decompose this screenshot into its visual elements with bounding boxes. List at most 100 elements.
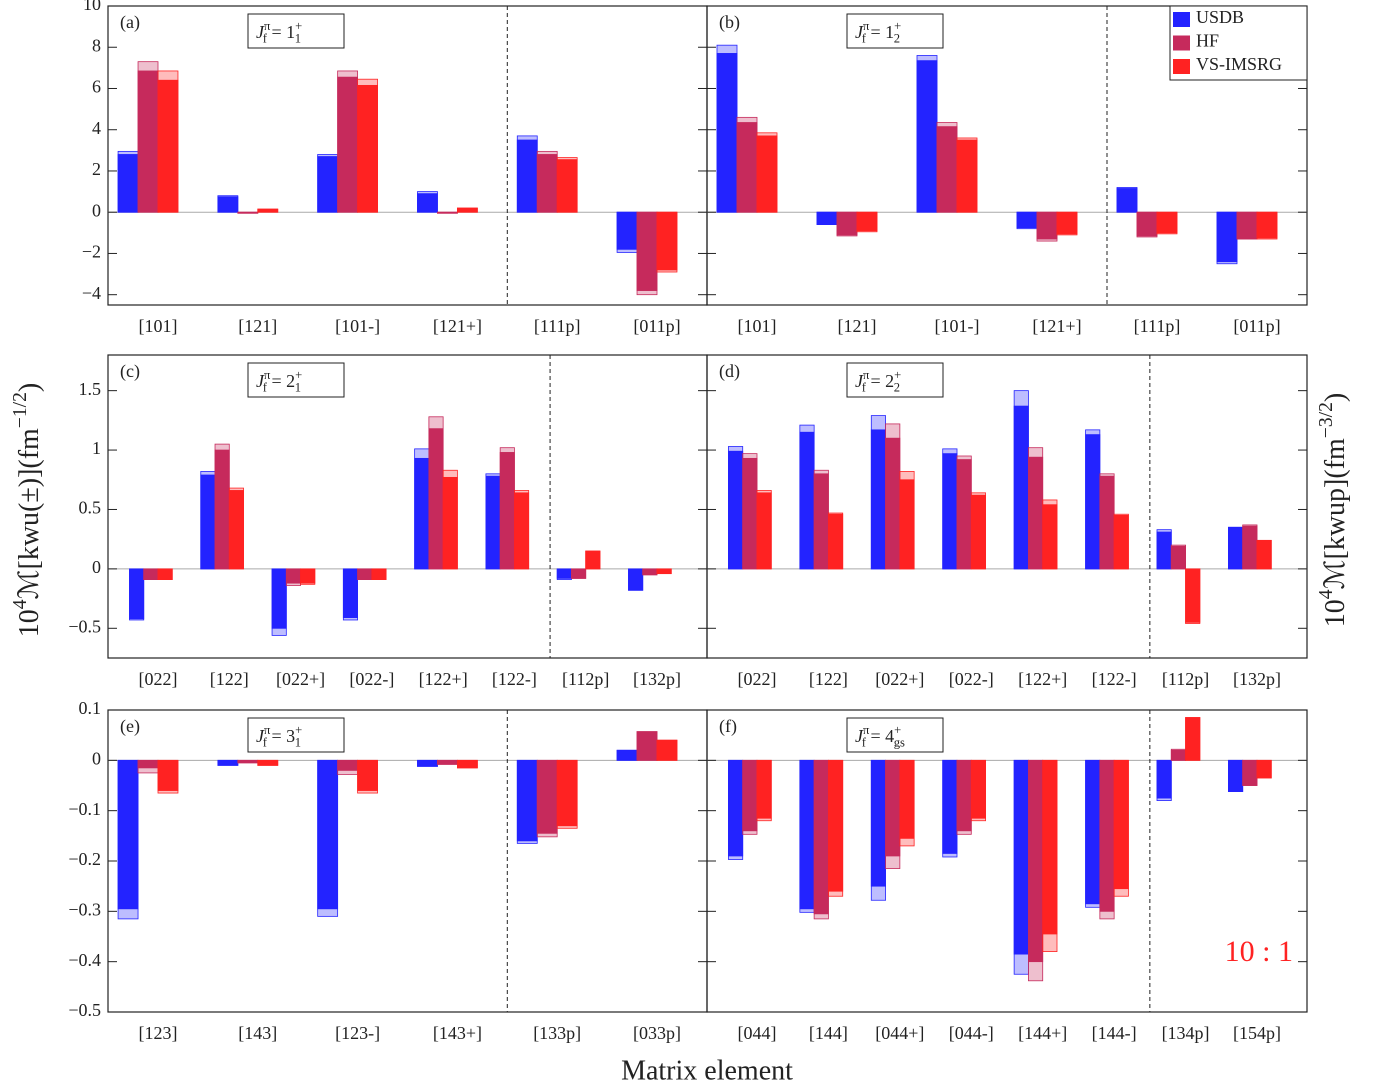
bar [417, 759, 438, 767]
x-tick-label: [122] [809, 669, 848, 689]
bar [956, 139, 978, 213]
bar [1016, 211, 1038, 229]
x-tick-label: [121+] [1032, 316, 1081, 336]
bar [1228, 759, 1244, 792]
x-tick-label: [022-] [349, 669, 394, 689]
panel-frame [107, 5, 708, 306]
label-part: 10 [1320, 599, 1351, 627]
label-part: f [862, 31, 867, 45]
label-part: J [256, 726, 265, 746]
panel-label: (b) [719, 12, 740, 33]
label-part: J [855, 371, 864, 391]
bar [1256, 211, 1278, 239]
y-tick-label: 6 [92, 77, 101, 97]
x-tick-label: [134p] [1162, 1023, 1210, 1043]
bar [442, 476, 458, 570]
bar [799, 759, 815, 910]
bar [956, 759, 972, 832]
label-part: f [263, 31, 268, 45]
x-tick-label: [122+] [419, 669, 468, 689]
x-tick-label: [144] [809, 1023, 848, 1043]
state-label: Jπ f = 1+ 1 [256, 19, 302, 46]
bar [556, 159, 578, 213]
x-tick-label: [044-] [949, 1023, 994, 1043]
bar [728, 450, 744, 570]
x-tick-label: [101] [139, 316, 178, 336]
bar [1136, 211, 1158, 237]
bar [756, 759, 772, 819]
label-part: 1 [295, 380, 301, 394]
bar [742, 457, 758, 570]
x-tick-label: [101-] [335, 316, 380, 336]
bar [628, 568, 644, 591]
label-part: + [894, 368, 901, 382]
bar [1170, 545, 1186, 570]
x-tick-label: [022] [738, 669, 777, 689]
label-part: gs [894, 735, 905, 749]
label-part: 1 [295, 31, 301, 45]
bar [856, 211, 878, 232]
x-tick-label: [144+] [1018, 1023, 1067, 1043]
bar [1185, 717, 1201, 761]
bar [728, 759, 744, 857]
bar [636, 731, 658, 761]
legend-swatch [1173, 59, 1190, 74]
bar [357, 84, 378, 213]
label-part: 2 [894, 380, 900, 394]
x-tick-label: [154p] [1233, 1023, 1281, 1043]
y-tick-label: 1.5 [79, 379, 102, 399]
bar [337, 76, 359, 213]
bar [499, 452, 515, 570]
label-part: J [855, 22, 864, 42]
x-tick-label: [144-] [1092, 1023, 1137, 1043]
panel-label: (a) [120, 12, 140, 33]
bar [970, 494, 986, 570]
x-tick-label: [122] [210, 669, 249, 689]
bar [317, 156, 339, 213]
bar [514, 492, 530, 570]
bar [1170, 749, 1186, 761]
label-part: 2 [894, 31, 900, 45]
legend-label: HF [1196, 31, 1219, 51]
label-part: π [863, 19, 870, 33]
bar [1028, 759, 1044, 963]
bar [1013, 759, 1029, 955]
bar [117, 154, 139, 213]
bar [916, 60, 938, 213]
x-tick-label: [121] [838, 316, 877, 336]
label-part: ) [1320, 393, 1351, 402]
bar [870, 429, 886, 570]
bar [836, 211, 858, 236]
y-axis-label: 104ℳ[kwu(±)](fm−1/2) [9, 383, 45, 637]
legend-label: USDB [1196, 7, 1244, 27]
y-tick-label: −0.1 [68, 799, 101, 819]
state-label: Jπ f = 4+ gs [855, 723, 905, 750]
x-tick-label: [101-] [935, 316, 980, 336]
label-part: 4 [9, 599, 30, 609]
x-tick-label: [033p] [633, 1023, 681, 1043]
bar [516, 139, 538, 213]
bar [536, 154, 558, 213]
panel-label: (c) [120, 361, 140, 382]
bar [828, 513, 844, 570]
bar [1116, 188, 1138, 213]
label-part: = 2 [267, 371, 295, 391]
label-part: = 1 [267, 22, 295, 42]
state-box [247, 13, 345, 49]
bar [437, 759, 458, 765]
x-tick-label: [123-] [335, 1023, 380, 1043]
state-label: Jπ f = 2+ 1 [256, 368, 302, 395]
bar [200, 474, 216, 570]
bar [656, 739, 678, 761]
label-part: f [862, 380, 867, 394]
bar [1242, 525, 1258, 570]
x-tick-label: [121+] [433, 316, 482, 336]
bar [1242, 759, 1258, 786]
bar [616, 211, 638, 250]
legend-label: VS-IMSRG [1196, 54, 1282, 74]
bar [1028, 456, 1044, 570]
bar [885, 759, 901, 857]
bar [1042, 504, 1058, 570]
